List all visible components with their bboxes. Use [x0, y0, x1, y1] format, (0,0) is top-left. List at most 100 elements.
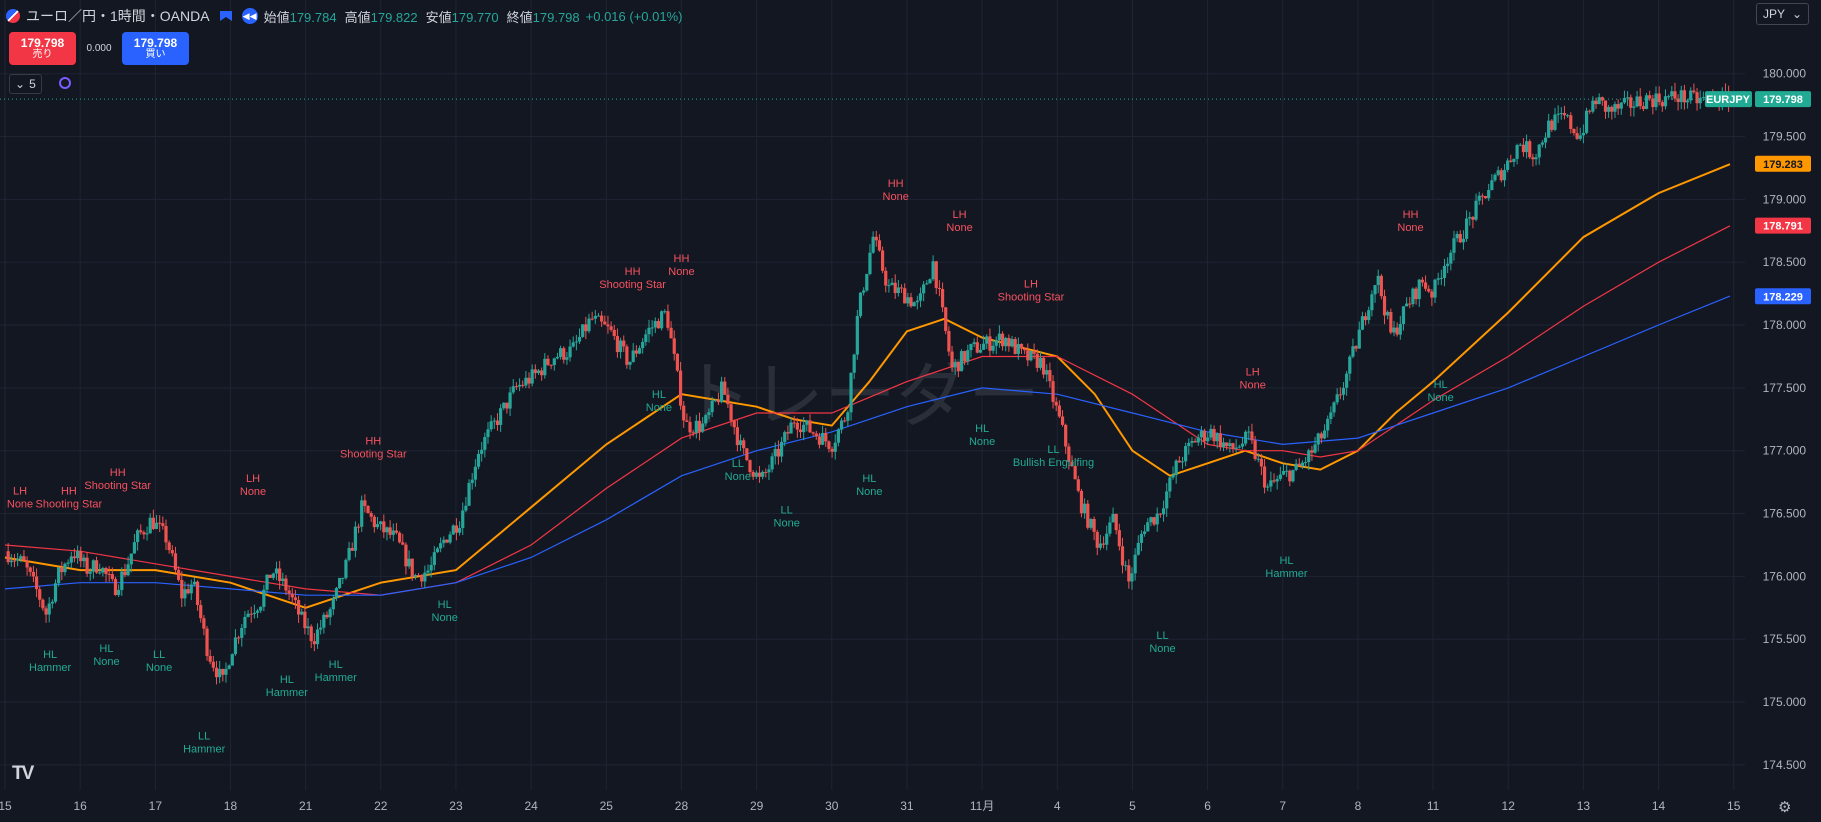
- time-tick-label: 14: [1652, 799, 1666, 813]
- tradingview-logo-icon[interactable]: TV: [12, 763, 34, 784]
- candle-body: [843, 420, 847, 422]
- candle-body: [1483, 196, 1488, 199]
- replay-icon[interactable]: ◀◀: [241, 8, 258, 24]
- candle-body: [1171, 475, 1175, 478]
- swing-annotation-line: None: [646, 402, 672, 414]
- candle-body: [855, 315, 859, 355]
- time-tick-label: 11月: [970, 799, 994, 813]
- candle-body: [464, 505, 468, 511]
- swing-annotation-line: Hammer: [266, 687, 309, 699]
- moving-average-line: [4, 295, 1731, 596]
- chevron-down-icon: ⌄: [15, 77, 26, 91]
- candle-body: [849, 372, 853, 413]
- swing-annotation-line: None: [146, 662, 172, 674]
- candle-body: [1187, 442, 1191, 447]
- swing-annotation-line: LH: [246, 473, 260, 485]
- time-tick-label: 25: [600, 799, 614, 813]
- candle-body: [1638, 96, 1642, 107]
- low-value: 179.770: [451, 9, 499, 25]
- candle-body: [549, 364, 553, 366]
- swing-annotation: LH None: [946, 209, 972, 234]
- candle-body: [1427, 288, 1431, 292]
- candle-body: [521, 384, 525, 386]
- candle-body: [1524, 141, 1529, 153]
- candle-body: [994, 340, 998, 346]
- swing-annotation-line: None: [774, 518, 800, 530]
- candle-body: [6, 551, 10, 563]
- candle-body: [1455, 233, 1459, 239]
- candle-body: [1152, 517, 1156, 525]
- indicators-toggle[interactable]: ⌄ 5: [9, 74, 42, 94]
- candle-body: [887, 285, 891, 287]
- candle-body: [1041, 357, 1046, 375]
- candle-body: [132, 542, 137, 554]
- trade-panel: 179.798 売り 0.000 179.798 買い: [9, 32, 189, 65]
- candle-body: [862, 290, 866, 293]
- candle-body: [1304, 462, 1308, 464]
- candle-body: [1180, 461, 1185, 463]
- candle-body: [1518, 144, 1522, 146]
- swing-annotation-line: HL: [438, 599, 452, 611]
- candle-body: [1127, 565, 1131, 582]
- candle-body: [1013, 338, 1017, 354]
- symbol-tag-bg: [1705, 91, 1752, 108]
- bookmark-icon[interactable]: [219, 11, 232, 21]
- candle-body: [1499, 170, 1503, 181]
- candle-body: [1231, 443, 1235, 449]
- candle-body: [57, 567, 61, 584]
- time-tick-label: 22: [374, 799, 388, 813]
- candle-body: [1382, 296, 1387, 316]
- swing-annotation: HH Shooting Star: [84, 467, 151, 492]
- symbol-title[interactable]: ユーロ／円・1時間・OANDA: [26, 8, 210, 24]
- price-candles: [6, 82, 1731, 685]
- time-tick-label: 7: [1279, 799, 1286, 813]
- candle-body: [590, 318, 594, 320]
- candle-body: [1651, 98, 1655, 108]
- price-axis[interactable]: 180.000 179.500 179.000 178.500 178.000 177.5…: [1763, 67, 1807, 772]
- candle-body: [625, 346, 629, 365]
- candle-body: [1054, 401, 1058, 406]
- candle-body: [38, 589, 42, 600]
- candle-body: [1341, 387, 1346, 395]
- swing-annotation: LH Shooting Star: [998, 278, 1065, 303]
- candle-body: [846, 412, 850, 421]
- candle-body: [429, 564, 433, 571]
- candle-body: [978, 349, 983, 353]
- candle-body: [1262, 466, 1267, 488]
- sync-icon[interactable]: [59, 77, 71, 89]
- candle-body: [79, 551, 83, 562]
- candle-body: [1591, 100, 1595, 112]
- candle-body: [1016, 343, 1020, 354]
- swing-annotation-line: HL: [862, 473, 876, 485]
- time-axis[interactable]: 15 16 17 18 21 22 23 24 25 28 29 30 31 11月 4 5 6 7 8 11 12 13…: [0, 799, 1741, 813]
- candle-body: [940, 289, 945, 308]
- candle-body: [982, 343, 986, 350]
- candle-body: [1319, 433, 1323, 439]
- candle-body: [28, 567, 32, 572]
- candle-body: [1114, 513, 1118, 531]
- swing-annotation-line: HL: [1434, 379, 1448, 391]
- price-tag-bg: [1755, 288, 1811, 305]
- candle-body: [1234, 447, 1238, 449]
- price-tag-label: 179.798: [1763, 94, 1803, 106]
- candle-body: [1550, 120, 1554, 130]
- candle-body: [669, 327, 673, 339]
- buy-button[interactable]: 179.798 買い: [122, 32, 189, 65]
- candle-body: [451, 525, 455, 535]
- candle-body: [72, 556, 77, 559]
- candle-body: [1471, 217, 1475, 220]
- settings-icon[interactable]: ⚙: [1778, 799, 1792, 816]
- candle-body: [372, 516, 376, 528]
- candle-body: [1597, 97, 1601, 105]
- price-tag-bg: [1755, 217, 1811, 234]
- candle-body: [678, 370, 683, 406]
- sell-button[interactable]: 179.798 売り: [9, 32, 76, 65]
- candle-body: [1370, 294, 1374, 311]
- buy-label: 買い: [145, 48, 166, 60]
- candle-body: [1493, 174, 1497, 181]
- candle-body: [1161, 508, 1166, 515]
- candle-body: [1547, 120, 1551, 138]
- currency-select[interactable]: JPY ⌄: [1756, 3, 1809, 25]
